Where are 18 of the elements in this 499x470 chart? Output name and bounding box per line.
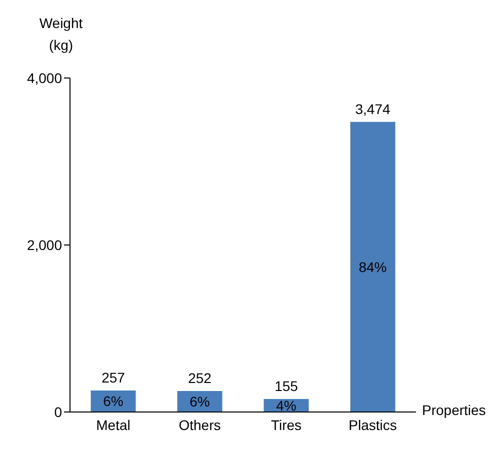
- x-axis-title: Properties: [422, 402, 486, 418]
- y-tick-label: 0: [54, 404, 62, 420]
- x-tick-label: Others: [178, 416, 221, 433]
- data-label: 3,474: [355, 100, 390, 117]
- annotation: 6%: [190, 393, 210, 410]
- data-label: 257: [102, 370, 126, 386]
- x-tick-label: Plastics: [348, 416, 397, 433]
- y-tick-label: 4,000: [26, 70, 62, 86]
- x-tick-label: Tires: [270, 416, 302, 433]
- data-label: 252: [188, 370, 212, 386]
- y-axis-title: Weight (kg): [38, 14, 84, 55]
- annotation: 6%: [103, 393, 124, 410]
- y-tick-label: 2,000: [26, 236, 62, 253]
- annotation: 84%: [358, 258, 387, 275]
- bar: [350, 122, 396, 412]
- x-tick-label: Metal: [96, 416, 130, 433]
- annotation: 4%: [276, 398, 296, 414]
- data-label: 155: [274, 378, 298, 394]
